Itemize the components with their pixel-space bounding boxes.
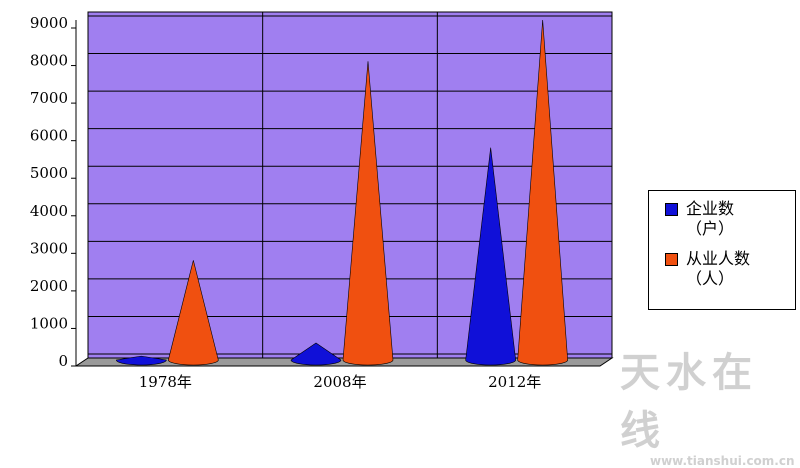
cone — [116, 355, 167, 366]
y-tick-label: 0 — [58, 352, 68, 370]
cone — [290, 342, 342, 366]
watermark-title: 天水在线 — [620, 350, 758, 454]
y-tick-label: 7000 — [30, 89, 68, 107]
y-tick-label: 3000 — [30, 239, 68, 257]
y-tick-label: 9000 — [30, 14, 68, 32]
y-tick-label: 8000 — [30, 52, 68, 70]
watermark: 天水在线 www.tianshui.com.cn — [620, 340, 800, 468]
legend: 企业数（户） 从业人数（人） — [648, 190, 796, 310]
cone — [465, 147, 516, 366]
cone — [342, 61, 394, 366]
chart: 0 1000 2000 3000 4000 5000 6000 7000 8000 9000 197… — [30, 11, 614, 391]
legend-swatch — [665, 253, 678, 266]
x-tick-label: 2012年 — [488, 373, 541, 391]
y-tick-label: 4000 — [30, 202, 68, 220]
y-tick-label: 1000 — [30, 314, 68, 332]
legend-label: 从业人数（人） — [686, 249, 751, 288]
page: {"chart_data": {"type": "cone", "categor… — [29, 11, 796, 468]
x-tick-label: 2008年 — [313, 373, 366, 391]
cone — [168, 260, 219, 366]
y-tick-label: 5000 — [30, 164, 68, 182]
cone — [517, 19, 568, 366]
y-tick-label: 2000 — [30, 277, 68, 295]
legend-item: 从业人数（人） — [655, 249, 789, 289]
legend-swatch — [665, 203, 678, 216]
legend-item: 企业数（户） — [655, 199, 789, 239]
legend-label: 企业数（户） — [686, 199, 735, 238]
x-tick-label: 1978年 — [139, 373, 192, 391]
watermark-url: www.tianshui.com.cn — [650, 454, 795, 468]
y-tick-label: 6000 — [30, 127, 68, 145]
